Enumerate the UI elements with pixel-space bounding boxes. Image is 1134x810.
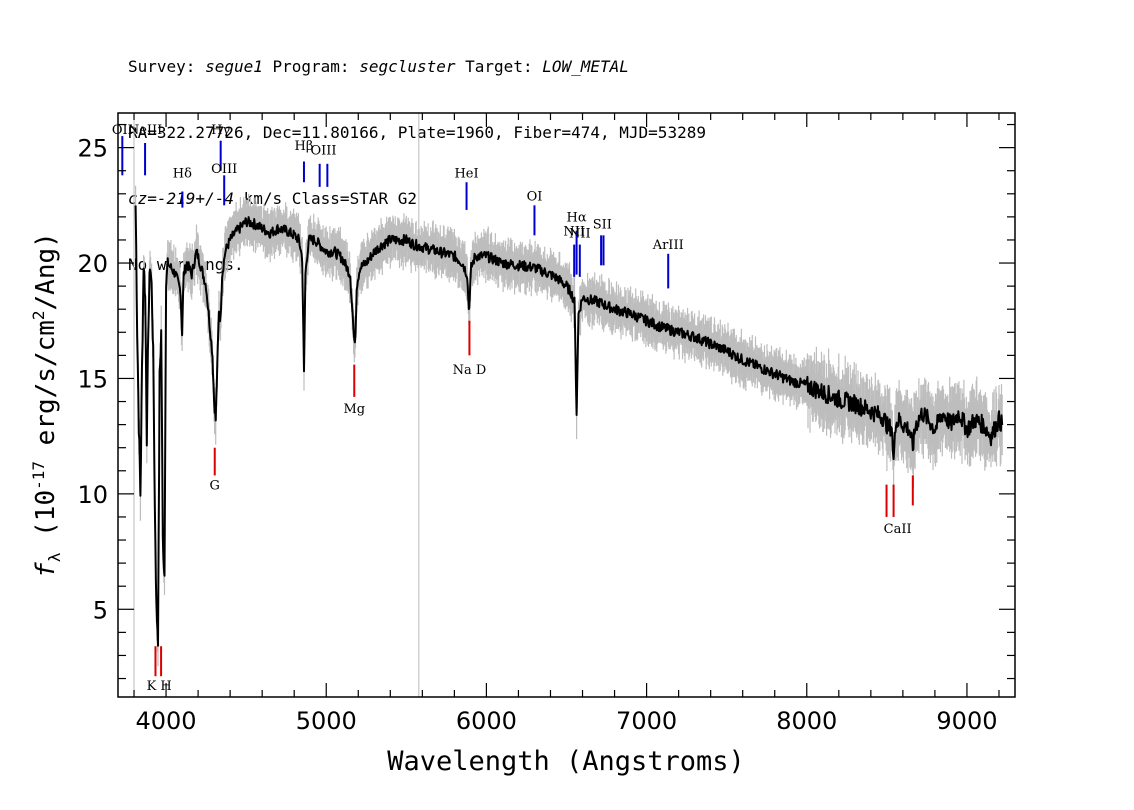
x-tick-label: 4000 xyxy=(136,707,197,735)
header-line-coordinates: RA=322.27726, Dec=11.80166, Plate=1960, … xyxy=(128,123,706,142)
x-tick-label: 5000 xyxy=(296,707,357,735)
y-tick-label: 20 xyxy=(77,250,108,278)
absorption-label: Mg xyxy=(343,402,365,417)
x-axis-label: Wavelength (Angstroms) xyxy=(387,746,745,777)
absorption-label: Na D xyxy=(453,363,487,378)
emission-label: NII xyxy=(563,224,585,239)
plot-frame xyxy=(117,112,1016,698)
emission-label: Hδ xyxy=(173,167,192,182)
x-tick-label: 8000 xyxy=(776,707,837,735)
emission-label: ArIII xyxy=(652,238,684,253)
flux-line xyxy=(134,205,1004,647)
emission-label: NII xyxy=(569,227,591,242)
emission-label: Hβ xyxy=(295,139,314,154)
spectrum-header: Survey: segue1 Program: segcluster Targe… xyxy=(128,12,706,298)
x-tick-label: 6000 xyxy=(456,707,517,735)
emission-label: NeIII xyxy=(128,123,162,138)
emission-label: OI xyxy=(527,190,543,205)
y-axis-label: fλ (10-17 erg/s/cm2/Ang) xyxy=(29,232,64,578)
y-tick-label: 25 xyxy=(77,135,108,163)
emission-label: Hγ xyxy=(211,123,230,138)
x-tick-label: 7000 xyxy=(616,707,677,735)
y-tick-label: 10 xyxy=(77,481,108,509)
header-line-survey: Survey: segue1 Program: segcluster Targe… xyxy=(128,57,629,76)
error-band xyxy=(135,185,1003,667)
emission-label: OII xyxy=(112,123,133,138)
header-line-redshift: cz=-219+/-4 km/s Class=STAR G2 xyxy=(128,189,417,208)
emission-label: Hα xyxy=(567,210,587,225)
emission-label: OIII xyxy=(211,162,237,177)
y-tick-label: 15 xyxy=(77,365,108,393)
emission-label: SII xyxy=(593,217,612,232)
absorption-label: G xyxy=(210,478,220,493)
emission-label: OIII xyxy=(310,144,336,159)
absorption-label: CaII xyxy=(884,522,912,537)
y-tick-label: 5 xyxy=(93,596,108,624)
x-tick-label: 9000 xyxy=(936,707,997,735)
absorption-label: K xyxy=(147,679,157,694)
emission-label: HeI xyxy=(454,167,478,182)
